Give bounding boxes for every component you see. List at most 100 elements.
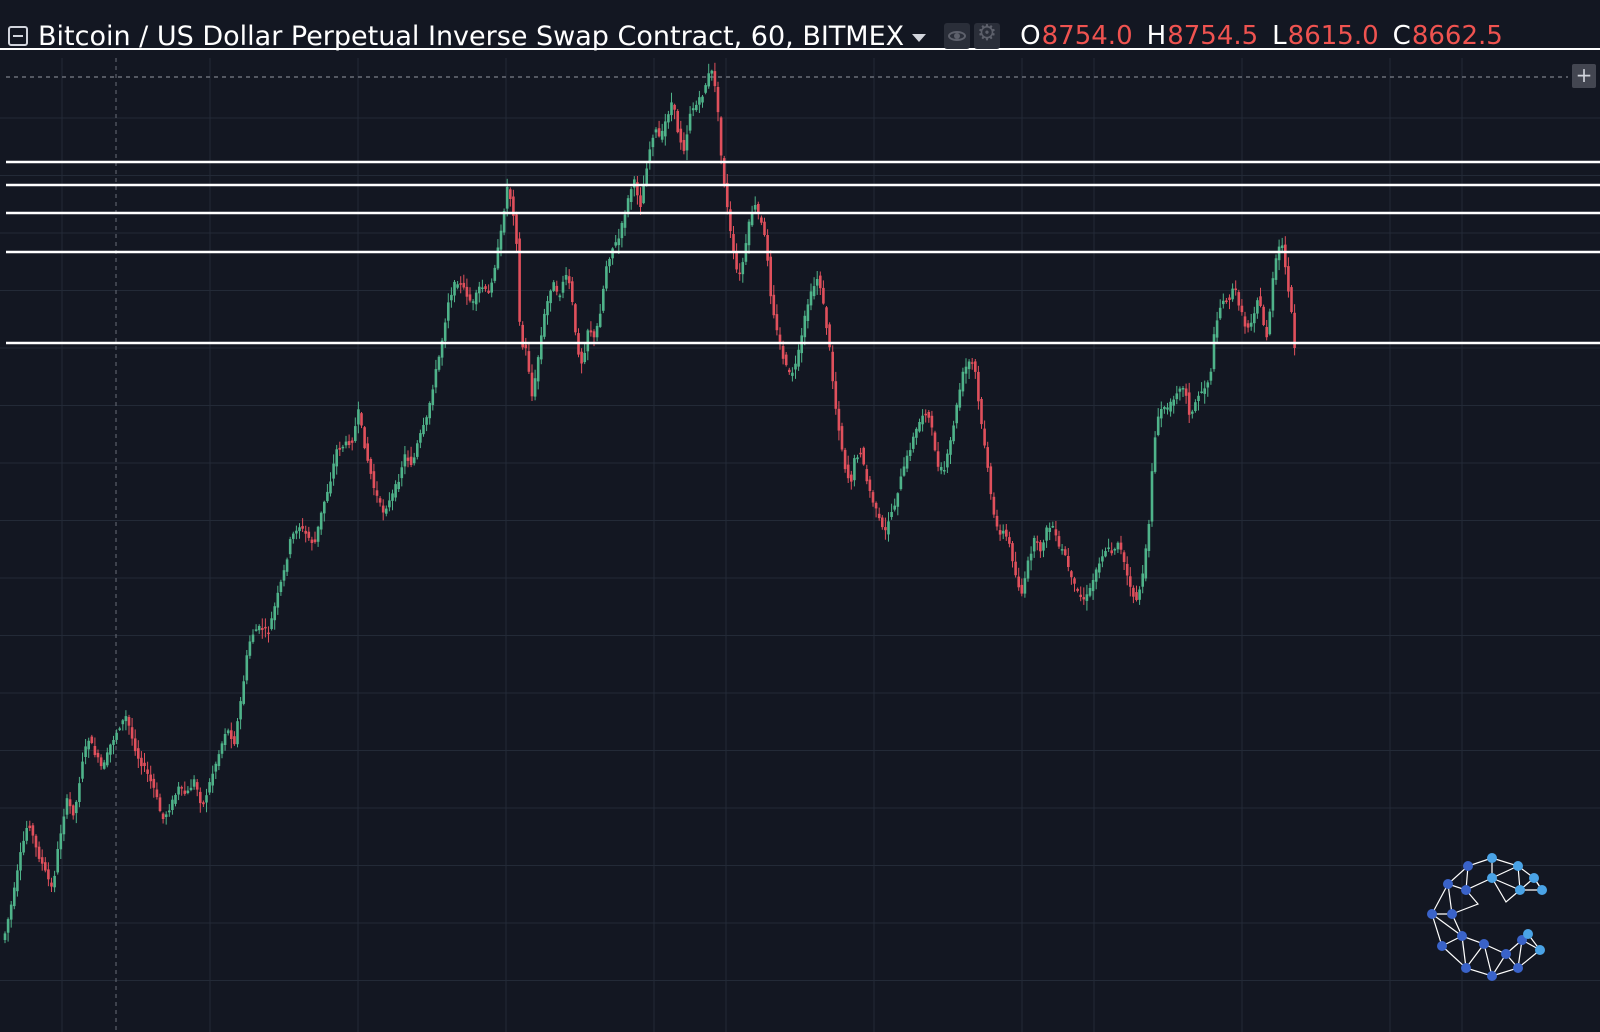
- candle-body: [130, 727, 134, 739]
- candle-body: [137, 748, 140, 759]
- candle-body: [416, 443, 419, 457]
- candle-body: [279, 581, 283, 592]
- candle-body: [335, 449, 338, 467]
- candle-body: [347, 441, 351, 445]
- candle-body: [1008, 537, 1011, 544]
- candle-body: [750, 212, 754, 226]
- candle-body: [1144, 548, 1148, 579]
- candle-body: [664, 121, 667, 137]
- candle-body: [980, 399, 983, 425]
- candle-body: [459, 283, 462, 285]
- candle-body: [722, 158, 726, 185]
- candle-body: [127, 717, 131, 726]
- candle-body: [676, 111, 679, 133]
- candle-body: [831, 351, 834, 382]
- candle-body: [388, 500, 391, 508]
- candle-body: [614, 242, 617, 246]
- candle-body: [890, 512, 893, 517]
- candle-body: [1098, 563, 1101, 573]
- candle-body: [1020, 584, 1024, 594]
- candle-body: [1029, 553, 1033, 561]
- candle-body: [443, 322, 447, 341]
- candle-body: [794, 363, 797, 370]
- gear-icon[interactable]: [974, 21, 1001, 49]
- candle-body: [487, 290, 490, 293]
- symbol-title[interactable]: Bitcoin / US Dollar Perpetual Inverse Sw…: [38, 20, 905, 52]
- candle-body: [484, 286, 487, 290]
- candle-body: [1085, 594, 1089, 601]
- candle-body: [233, 736, 236, 745]
- candle-body: [391, 493, 394, 501]
- ohlc-legend: O 8754.0 H 8754.5 L 8615.0 C 8662.5: [1020, 21, 1517, 51]
- candle-body: [1001, 530, 1005, 534]
- candle-body: [772, 294, 776, 316]
- candle-body: [617, 238, 621, 246]
- candle-body: [912, 436, 915, 449]
- candle-body: [1249, 322, 1253, 327]
- candle-body: [84, 746, 87, 757]
- candle-body: [1070, 571, 1073, 578]
- candle-body: [146, 769, 149, 774]
- candle-body: [1125, 563, 1129, 576]
- candle-body: [1073, 578, 1076, 584]
- candle-body: [59, 833, 63, 850]
- eye-icon[interactable]: [944, 23, 971, 49]
- candle-body: [406, 457, 410, 461]
- dropdown-caret-icon[interactable]: [912, 34, 927, 42]
- candle-body: [1206, 382, 1210, 388]
- candle-body: [602, 288, 605, 311]
- candle-body: [1197, 395, 1200, 401]
- candle-body: [412, 457, 416, 464]
- candle-body: [236, 721, 239, 745]
- candles: [3, 62, 1296, 944]
- candle-body: [738, 272, 741, 275]
- candle-body: [564, 275, 568, 280]
- candle-body: [1011, 543, 1014, 562]
- collapse-icon[interactable]: [8, 26, 28, 46]
- candle-body: [183, 790, 187, 794]
- candle-body: [1119, 542, 1123, 550]
- candle-body: [657, 128, 661, 137]
- candle-body: [96, 753, 100, 758]
- candle-body: [502, 211, 506, 233]
- candle-body: [19, 852, 22, 871]
- candle-body: [946, 453, 949, 468]
- candle-body: [164, 814, 168, 817]
- candle-body: [1060, 549, 1064, 551]
- low-label: L: [1272, 21, 1287, 51]
- candle-body: [369, 459, 373, 474]
- candle-body: [478, 286, 481, 294]
- candle-body: [580, 351, 583, 364]
- candle-body: [1231, 288, 1234, 300]
- candle-body: [143, 762, 146, 766]
- candle-body: [428, 403, 431, 419]
- candle-body: [332, 463, 335, 479]
- candle-body: [865, 469, 869, 482]
- candle-body: [47, 869, 50, 880]
- candle-body: [1017, 576, 1020, 588]
- candle-body: [462, 282, 466, 288]
- candle-body: [1094, 569, 1098, 582]
- candle-body: [574, 304, 577, 333]
- candle-body: [533, 378, 537, 397]
- candle-body: [856, 457, 859, 460]
- candle-body: [961, 371, 965, 392]
- plus-icon[interactable]: +: [1572, 64, 1596, 88]
- candle-body: [447, 302, 450, 321]
- candle-body: [375, 490, 379, 496]
- candle-body: [763, 221, 766, 235]
- candle-body: [918, 422, 921, 432]
- candle-body: [949, 440, 952, 455]
- candle-body: [670, 102, 673, 116]
- candle-body: [983, 428, 986, 446]
- candle-body: [784, 354, 788, 366]
- candle-body: [524, 344, 528, 349]
- candle-body: [282, 570, 286, 581]
- candle-body: [955, 404, 958, 424]
- horizontal-levels[interactable]: [6, 160, 1600, 345]
- candle-body: [571, 281, 574, 302]
- candle-body: [363, 427, 366, 449]
- candle-body: [713, 71, 717, 87]
